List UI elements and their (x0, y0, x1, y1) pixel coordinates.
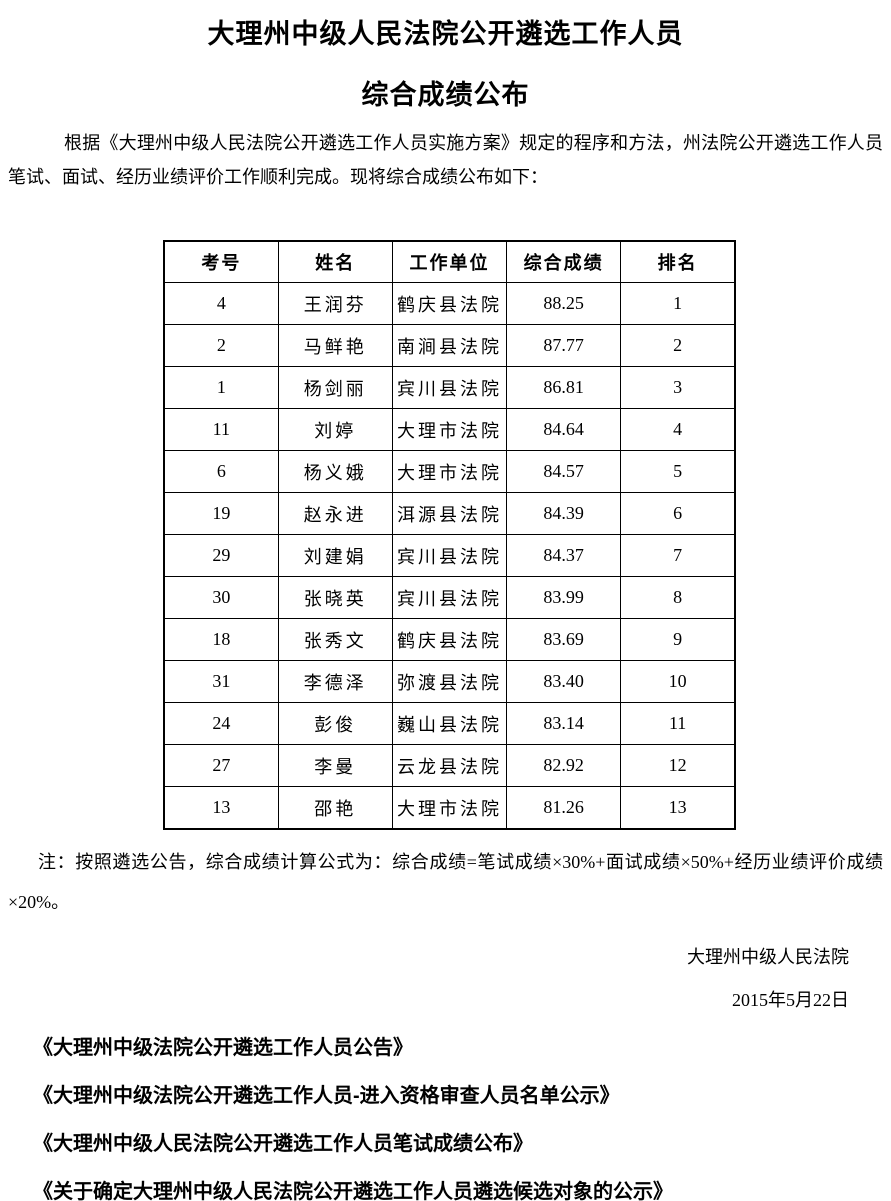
cell-exam-number: 2 (163, 324, 279, 368)
table-row: 27 李曼 云龙县法院 82.92 12 (163, 744, 736, 788)
document-title-line2: 综合成绩公布 (361, 79, 530, 110)
cell-exam-number: 19 (163, 492, 279, 536)
cell-name: 杨义娥 (277, 450, 393, 494)
cell-name: 李曼 (277, 744, 393, 788)
cell-work-unit: 弥渡县法院 (391, 660, 508, 704)
cell-score: 83.69 (506, 618, 622, 662)
cell-rank: 7 (620, 534, 736, 578)
cell-exam-number: 6 (163, 450, 279, 494)
score-table: 考号 姓名 工作单位 综合成绩 排名 4 王润芬 鹤庆县法院 88.25 1 2 马鲜艳 南涧县法院 8… (163, 240, 736, 831)
cell-exam-number: 30 (163, 576, 279, 620)
related-links: 《大理州中级法院公开遴选工作人员公告》《大理州中级法院公开遴选工作人员-进入资格… (33, 1038, 891, 1201)
cell-work-unit: 鹤庆县法院 (391, 282, 508, 326)
cell-name: 赵永进 (277, 492, 393, 536)
publish-date: 2015年5月22日 (732, 990, 849, 1011)
cell-score: 88.25 (506, 282, 622, 326)
cell-score: 84.64 (506, 408, 622, 452)
cell-name: 邵艳 (277, 786, 393, 830)
related-link-3[interactable]: 《大理州中级人民法院公开遴选工作人员笔试成绩公布》 (33, 1133, 533, 1156)
cell-score: 82.92 (506, 744, 622, 788)
cell-score: 87.77 (506, 324, 622, 368)
table-row: 19 赵永进 洱源县法院 84.39 6 (163, 492, 736, 536)
col-work-unit: 工作单位 (391, 240, 508, 284)
cell-rank: 3 (620, 366, 736, 410)
signature: 大理州中级人民法院 (687, 947, 849, 968)
cell-name: 杨剑丽 (277, 366, 393, 410)
table-row: 13 邵艳 大理市法院 81.26 13 (163, 786, 736, 830)
cell-work-unit: 大理市法院 (391, 450, 508, 494)
cell-score: 81.26 (506, 786, 622, 830)
note-paragraph: 注：按照遴选公告，综合成绩计算公式为：综合成绩=笔试成绩×30%+面试成绩×50… (8, 852, 883, 913)
cell-rank: 12 (620, 744, 736, 788)
cell-rank: 10 (620, 660, 736, 704)
cell-score: 84.57 (506, 450, 622, 494)
cell-score: 83.99 (506, 576, 622, 620)
cell-rank: 5 (620, 450, 736, 494)
cell-work-unit: 大理市法院 (391, 786, 508, 830)
cell-name: 李德泽 (277, 660, 393, 704)
cell-work-unit: 洱源县法院 (391, 492, 508, 536)
cell-exam-number: 31 (163, 660, 279, 704)
cell-rank: 9 (620, 618, 736, 662)
table-row: 29 刘建娟 宾川县法院 84.37 7 (163, 534, 736, 578)
cell-score: 84.39 (506, 492, 622, 536)
cell-exam-number: 4 (163, 282, 279, 326)
table-row: 30 张晓英 宾川县法院 83.99 8 (163, 576, 736, 620)
cell-name: 张秀文 (277, 618, 393, 662)
cell-name: 王润芬 (277, 282, 393, 326)
cell-rank: 6 (620, 492, 736, 536)
cell-exam-number: 24 (163, 702, 279, 746)
cell-exam-number: 1 (163, 366, 279, 410)
cell-rank: 8 (620, 576, 736, 620)
table-row: 2 马鲜艳 南涧县法院 87.77 2 (163, 324, 736, 368)
col-name: 姓名 (277, 240, 393, 284)
cell-name: 刘建娟 (277, 534, 393, 578)
cell-name: 彭俊 (277, 702, 393, 746)
cell-rank: 2 (620, 324, 736, 368)
cell-rank: 13 (620, 786, 736, 830)
cell-name: 马鲜艳 (277, 324, 393, 368)
col-exam-number: 考号 (163, 240, 279, 284)
table-row: 6 杨义娥 大理市法院 84.57 5 (163, 450, 736, 494)
cell-work-unit: 宾川县法院 (391, 534, 508, 578)
cell-exam-number: 18 (163, 618, 279, 662)
cell-work-unit: 鹤庆县法院 (391, 618, 508, 662)
intro-paragraph: 根据《大理州中级人民法院公开遴选工作人员实施方案》规定的程序和方法，州法院公开遴… (8, 133, 883, 188)
cell-exam-number: 27 (163, 744, 279, 788)
cell-rank: 1 (620, 282, 736, 326)
cell-work-unit: 巍山县法院 (391, 702, 508, 746)
cell-work-unit: 南涧县法院 (391, 324, 508, 368)
cell-name: 刘婷 (277, 408, 393, 452)
cell-exam-number: 13 (163, 786, 279, 830)
table-row: 18 张秀文 鹤庆县法院 83.69 9 (163, 618, 736, 662)
table-row: 1 杨剑丽 宾川县法院 86.81 3 (163, 366, 736, 410)
cell-rank: 11 (620, 702, 736, 746)
col-rank: 排名 (620, 240, 736, 284)
table-header-row: 考号 姓名 工作单位 综合成绩 排名 (163, 240, 736, 284)
cell-rank: 4 (620, 408, 736, 452)
col-score: 综合成绩 (506, 240, 622, 284)
related-link-2[interactable]: 《大理州中级法院公开遴选工作人员-进入资格审查人员名单公示》 (33, 1085, 620, 1108)
cell-name: 张晓英 (277, 576, 393, 620)
related-link-1[interactable]: 《大理州中级法院公开遴选工作人员公告》 (33, 1037, 413, 1060)
cell-work-unit: 宾川县法院 (391, 576, 508, 620)
table-row: 31 李德泽 弥渡县法院 83.40 10 (163, 660, 736, 704)
table-row: 11 刘婷 大理市法院 84.64 4 (163, 408, 736, 452)
cell-exam-number: 29 (163, 534, 279, 578)
cell-score: 83.40 (506, 660, 622, 704)
related-link-4[interactable]: 《关于确定大理州中级人民法院公开遴选工作人员遴选候选对象的公示》 (33, 1181, 673, 1201)
cell-score: 84.37 (506, 534, 622, 578)
score-table-head: 考号 姓名 工作单位 综合成绩 排名 (163, 240, 736, 284)
table-row: 4 王润芬 鹤庆县法院 88.25 1 (163, 282, 736, 326)
cell-score: 83.14 (506, 702, 622, 746)
document-title-line1: 大理州中级人民法院公开遴选工作人员 (207, 19, 684, 49)
cell-work-unit: 宾川县法院 (391, 366, 508, 410)
table-row: 24 彭俊 巍山县法院 83.14 11 (163, 702, 736, 746)
cell-work-unit: 大理市法院 (391, 408, 508, 452)
cell-score: 86.81 (506, 366, 622, 410)
cell-exam-number: 11 (163, 408, 279, 452)
score-table-body: 4 王润芬 鹤庆县法院 88.25 1 2 马鲜艳 南涧县法院 87.77 2 1 杨剑丽 宾川县法院 8… (163, 282, 736, 830)
cell-work-unit: 云龙县法院 (391, 744, 508, 788)
